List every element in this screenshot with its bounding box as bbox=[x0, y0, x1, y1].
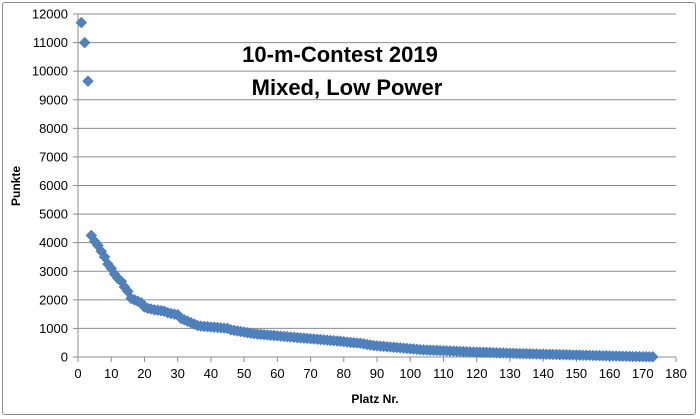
y-tick-label: 6000 bbox=[39, 178, 68, 193]
y-tick-label: 11000 bbox=[33, 35, 68, 50]
y-tick-label: 7000 bbox=[39, 149, 68, 164]
y-tick-label: 1000 bbox=[39, 321, 68, 336]
y-tick-label: 10000 bbox=[32, 64, 68, 79]
x-tick-label: 90 bbox=[370, 366, 384, 381]
y-tick-label: 9000 bbox=[39, 92, 68, 107]
y-tick-label: 4000 bbox=[39, 235, 68, 250]
data-point bbox=[75, 16, 88, 29]
chart-title-line1: 10-m-Contest 2019 bbox=[242, 42, 438, 67]
x-tick-label: 40 bbox=[204, 366, 218, 381]
x-tick-label: 180 bbox=[665, 366, 687, 381]
x-tick-label: 170 bbox=[632, 366, 654, 381]
y-axis-title: Punkte bbox=[9, 166, 23, 206]
y-tick-label: 12000 bbox=[32, 7, 68, 22]
x-tick-label: 0 bbox=[74, 366, 81, 381]
x-tick-label: 80 bbox=[337, 366, 351, 381]
x-tick-label: 130 bbox=[499, 366, 521, 381]
x-tick-label: 160 bbox=[599, 366, 621, 381]
data-points bbox=[75, 16, 659, 363]
y-tick-label: 0 bbox=[61, 350, 68, 365]
y-axis-ticks: 0 1000 2000 3000 4000 5000 6000 7000 8000 9000 100… bbox=[32, 7, 78, 365]
chart-title-line2: Mixed, Low Power bbox=[252, 75, 443, 100]
x-axis-ticks: 0 10 20 30 40 50 60 70 80 90 100 110 120 130 140 150 160… bbox=[74, 357, 687, 381]
data-point bbox=[78, 36, 91, 49]
x-tick-label: 140 bbox=[532, 366, 554, 381]
x-axis-title: Platz Nr. bbox=[351, 392, 398, 406]
y-tick-label: 3000 bbox=[39, 264, 68, 279]
x-tick-label: 20 bbox=[137, 366, 151, 381]
x-tick-label: 50 bbox=[237, 366, 251, 381]
gridlines bbox=[78, 13, 676, 329]
x-tick-label: 110 bbox=[433, 366, 454, 381]
data-point bbox=[646, 350, 659, 363]
x-tick-label: 120 bbox=[466, 366, 488, 381]
x-tick-label: 10 bbox=[104, 366, 118, 381]
y-tick-label: 2000 bbox=[39, 292, 68, 307]
y-tick-label: 5000 bbox=[39, 207, 68, 222]
x-tick-label: 100 bbox=[399, 366, 421, 381]
x-tick-label: 150 bbox=[565, 366, 587, 381]
x-tick-label: 70 bbox=[303, 366, 317, 381]
x-tick-label: 60 bbox=[270, 366, 284, 381]
y-tick-label: 8000 bbox=[39, 121, 68, 136]
x-tick-label: 30 bbox=[170, 366, 184, 381]
data-point bbox=[82, 75, 94, 88]
